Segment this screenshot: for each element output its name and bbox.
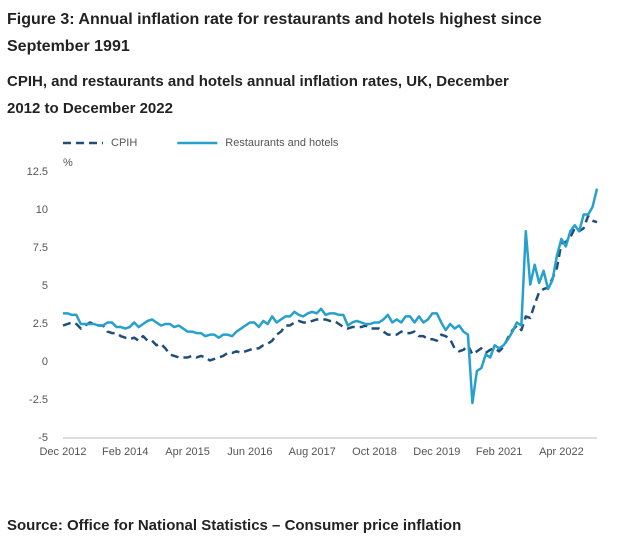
y-axis-label: % (63, 157, 73, 169)
chart-subtitle: CPIH, and restaurants and hotels annual … (7, 73, 509, 117)
x-tick-label: Dec 2012 (39, 446, 86, 458)
x-tick-label: Jun 2016 (227, 446, 272, 458)
x-tick-label: Aug 2017 (289, 446, 336, 458)
y-tick-label: 10 (36, 204, 48, 216)
chart-title: Figure 3: Annual inflation rate for rest… (7, 11, 542, 55)
x-tick-label: Apr 2015 (165, 446, 210, 458)
source: Source: Office for National Statistics –… (7, 517, 462, 534)
series-line (63, 188, 599, 405)
x-tick-label: Oct 2018 (352, 446, 397, 458)
x-tick-label: Feb 2021 (476, 446, 522, 458)
chart: % 12.5 10 7.5 5 2.5 0 -2.5 -5 Dec 2012 Feb 2014 Ap… (27, 137, 599, 458)
y-tick-label: 12.5 (27, 166, 48, 178)
x-tick-label: Dec 2019 (413, 446, 460, 458)
x-tick-label: Feb 2014 (102, 446, 148, 458)
legend-label: CPIH (111, 137, 137, 149)
x-tick-label: Apr 2022 (539, 446, 584, 458)
y-tick-label: 7.5 (33, 242, 48, 254)
legend-label: Restaurants and hotels (225, 137, 339, 149)
y-tick-label: -2.5 (29, 394, 48, 406)
y-tick-label: 2.5 (33, 318, 48, 330)
y-tick-label: 0 (42, 356, 48, 368)
y-tick-label: -5 (38, 432, 48, 444)
series-line (62, 214, 598, 362)
y-tick-label: 5 (42, 280, 48, 292)
